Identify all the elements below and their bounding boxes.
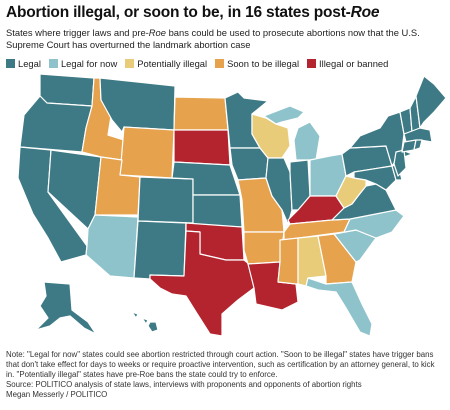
state-tx[interactable] (149, 230, 255, 337)
legend-swatch-potentially-illegal (125, 59, 135, 68)
state-nm[interactable] (133, 220, 187, 280)
legend-label-legal-for-now: Legal for now (60, 58, 118, 69)
footer-source: Source: POLITICO analysis of state laws,… (6, 380, 362, 389)
legend-item-potentially-illegal: Potentially illegal (125, 58, 207, 69)
state-fl[interactable] (305, 277, 373, 337)
legend-item-illegal: Illegal or banned (307, 58, 388, 69)
legend-item-legal-for-now: Legal for now (48, 58, 118, 69)
state-me[interactable] (415, 75, 447, 129)
state-ar[interactable] (243, 231, 285, 265)
chart-title: Abortion illegal, or soon to be, in 16 s… (6, 4, 380, 21)
chart-subtitle: States where trigger laws and pre-Roe ba… (6, 27, 420, 50)
state-il[interactable] (265, 157, 293, 225)
legend-swatch-soon-illegal (215, 59, 225, 68)
footer-note: Note: "Legal for now" states could see a… (6, 350, 435, 379)
us-map-svg (17, 73, 447, 337)
us-map (0, 72, 450, 340)
state-nd[interactable] (173, 96, 229, 131)
legend-swatch-illegal (307, 59, 317, 68)
legend-swatch-legal (6, 59, 15, 68)
legend-label-soon-illegal: Soon to be illegal (227, 58, 300, 69)
footer: Note: "Legal for now" states could see a… (6, 350, 444, 400)
state-wa[interactable] (39, 73, 95, 107)
state-wy[interactable] (119, 126, 175, 179)
state-co[interactable] (137, 176, 194, 224)
state-mt[interactable] (99, 77, 176, 133)
legend-swatch-legal-for-now (48, 59, 58, 68)
legend-label-illegal: Illegal or banned (319, 58, 389, 69)
state-ia[interactable] (229, 147, 269, 181)
state-wv[interactable] (335, 175, 367, 209)
legend: Legal Legal for now Potentially illegal … (6, 58, 446, 69)
footer-credit: Megan Messerly / POLITICO (6, 390, 108, 399)
state-az[interactable] (85, 214, 139, 279)
state-ms[interactable] (277, 237, 299, 285)
state-ks[interactable] (192, 194, 243, 228)
legend-item-legal: Legal (6, 58, 41, 69)
legend-label-potentially-illegal: Potentially illegal (137, 58, 208, 69)
state-hi[interactable] (131, 311, 159, 333)
legend-item-soon-illegal: Soon to be illegal (215, 58, 299, 69)
state-sd[interactable] (173, 129, 231, 166)
legend-label-legal: Legal (18, 58, 41, 69)
state-ri[interactable] (413, 139, 423, 151)
state-ak[interactable] (35, 281, 97, 335)
